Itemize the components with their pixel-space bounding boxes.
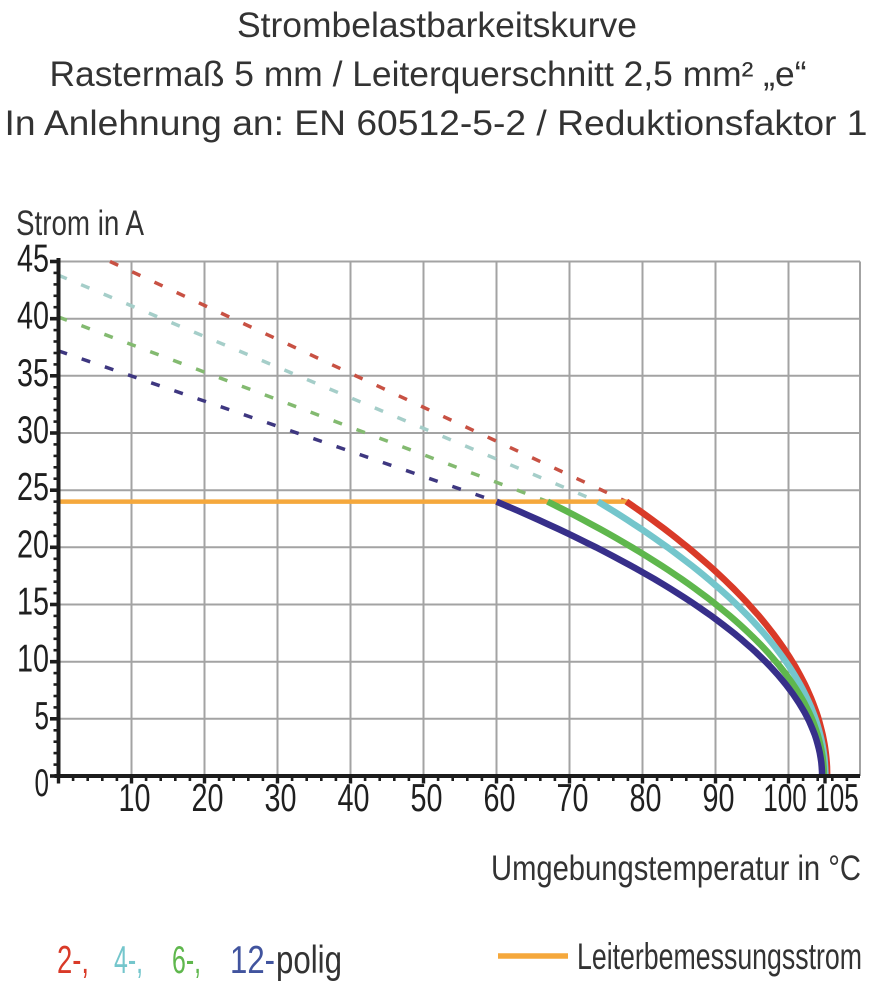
svg-text:10: 10 xyxy=(17,638,49,681)
svg-text:4-,: 4-, xyxy=(114,939,143,982)
svg-text:60: 60 xyxy=(484,777,516,820)
svg-text:2-,: 2-, xyxy=(57,939,89,982)
svg-text:25: 25 xyxy=(17,466,49,509)
svg-text:20: 20 xyxy=(17,523,49,566)
svg-text:0: 0 xyxy=(35,762,50,805)
svg-text:20: 20 xyxy=(192,777,224,820)
svg-text:30: 30 xyxy=(265,777,297,820)
svg-text:100: 100 xyxy=(763,777,807,820)
svg-text:10: 10 xyxy=(119,777,151,820)
svg-text:In Anlehnung an: EN 60512-5-2: In Anlehnung an: EN 60512-5-2 / Reduktio… xyxy=(5,104,868,143)
svg-text:40: 40 xyxy=(17,295,49,338)
svg-text:45: 45 xyxy=(17,238,49,281)
svg-text:35: 35 xyxy=(17,352,49,395)
svg-text:90: 90 xyxy=(703,777,735,820)
svg-text:80: 80 xyxy=(630,777,662,820)
svg-text:30: 30 xyxy=(17,409,49,452)
svg-text:Strombelastbarkeitskurve: Strombelastbarkeitskurve xyxy=(237,6,637,45)
svg-text:105: 105 xyxy=(815,777,859,820)
svg-text:12-: 12- xyxy=(230,939,275,982)
svg-text:polig: polig xyxy=(276,939,342,982)
svg-text:50: 50 xyxy=(411,777,443,820)
svg-text:40: 40 xyxy=(338,777,370,820)
svg-text:Strom in A: Strom in A xyxy=(16,204,145,243)
svg-text:Rastermaß 5 mm / Leiterquersch: Rastermaß 5 mm / Leiterquerschnitt 2,5 m… xyxy=(50,55,807,94)
svg-text:Umgebungstemperatur in °C: Umgebungstemperatur in °C xyxy=(491,849,861,888)
svg-text:15: 15 xyxy=(17,581,49,624)
svg-text:70: 70 xyxy=(557,777,589,820)
svg-text:5: 5 xyxy=(35,695,50,738)
svg-text:Leiterbemessungsstrom: Leiterbemessungsstrom xyxy=(577,936,862,977)
svg-text:6-,: 6-, xyxy=(172,939,201,982)
